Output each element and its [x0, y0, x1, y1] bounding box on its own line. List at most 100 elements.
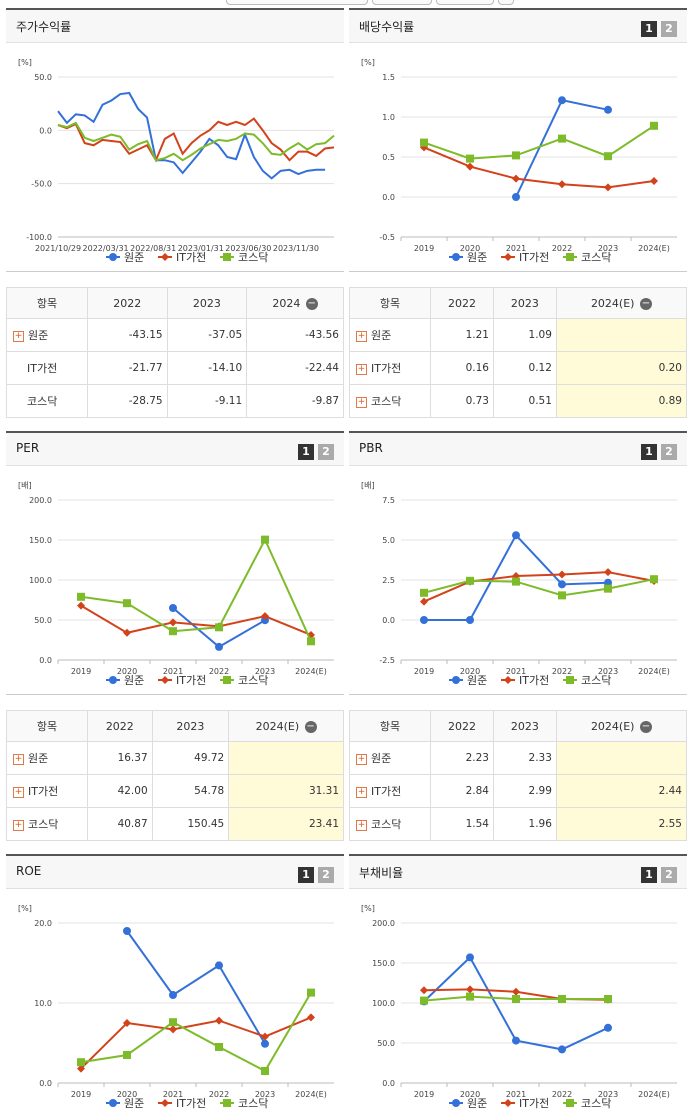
point — [77, 1064, 85, 1073]
expand-icon[interactable]: + — [13, 819, 24, 831]
legend-label: IT가전 — [176, 674, 206, 687]
point — [512, 193, 520, 201]
point — [420, 616, 428, 624]
series-line — [423, 146, 655, 189]
table-row: + 코스닥 40.87 150.45 23.41 — [6, 807, 344, 841]
tab-1[interactable]: 1 — [298, 444, 314, 460]
point — [604, 568, 612, 577]
cell: 16.37 — [87, 741, 153, 775]
chart-area: [배] 7.5 5.0 2.5 0.0 -2.5 2019 2020 2021 2022 2023 2… — [349, 466, 687, 695]
expand-icon[interactable]: + — [356, 819, 367, 831]
x-tick-label: 2020 — [460, 244, 480, 253]
point — [604, 1023, 612, 1032]
y-tick-label: 0.0 — [382, 1079, 395, 1088]
tab-2[interactable]: 2 — [661, 21, 677, 37]
point — [512, 995, 520, 1003]
point — [466, 953, 474, 962]
legend-label: 원준 — [467, 251, 487, 264]
tab-2[interactable]: 2 — [318, 444, 334, 460]
point — [604, 152, 612, 161]
row-label-text: IT가전 — [371, 785, 402, 798]
collapse-icon[interactable]: − — [305, 297, 318, 310]
tab-1[interactable]: 1 — [641, 867, 657, 883]
collapse-icon[interactable]: − — [639, 297, 652, 310]
table-per-panel: 항목 2022 2023 2024(E) − + 원준 16.37 49.72 +… — [6, 710, 344, 841]
cell: -21.77 — [87, 351, 168, 385]
tab-2[interactable]: 2 — [318, 867, 334, 883]
legend-label: IT가전 — [519, 674, 549, 687]
x-tick-label: 2022/08/31 — [130, 244, 176, 253]
tab-1[interactable]: 1 — [298, 867, 314, 883]
row-label-text: 원준 — [28, 752, 49, 765]
tab-2[interactable]: 2 — [661, 444, 677, 460]
expand-icon[interactable]: + — [356, 363, 367, 375]
y-tick-label: -0.5 — [379, 233, 395, 242]
y-tick-label: 50.0 — [34, 616, 52, 625]
x-tick-label: 2022 — [552, 244, 572, 253]
point — [169, 991, 177, 999]
x-tick-label: 2023 — [598, 1090, 618, 1099]
row-label: + IT가전 — [349, 351, 431, 385]
y-unit-label: [배] — [361, 481, 375, 490]
y-tick-label: 0.0 — [382, 616, 395, 625]
collapse-icon[interactable]: − — [639, 720, 652, 733]
cell: -28.75 — [87, 384, 168, 418]
x-tick-label: 2022 — [209, 1090, 229, 1099]
row-label: + 코스닥 — [349, 807, 431, 841]
point — [466, 616, 474, 624]
cell: 2.33 — [492, 741, 557, 775]
top-button-2[interactable] — [372, 0, 432, 5]
y-tick-label: 200.0 — [29, 496, 52, 505]
y-tick-label: -50.0 — [31, 180, 52, 189]
col-header: 2024(E) − — [555, 287, 688, 319]
expand-icon[interactable]: + — [356, 753, 367, 765]
expand-icon[interactable]: + — [13, 330, 24, 342]
top-button-4[interactable] — [498, 0, 514, 5]
expand-icon[interactable]: + — [356, 330, 367, 342]
x-tick-label: 2022 — [552, 667, 572, 676]
collapse-icon[interactable]: − — [304, 720, 317, 733]
point — [604, 584, 612, 593]
top-button-1[interactable] — [226, 0, 368, 5]
y-tick-label: 50.0 — [377, 1039, 395, 1048]
expand-icon[interactable]: + — [13, 753, 24, 765]
point — [223, 676, 231, 684]
col-header: 2024(E) − — [228, 710, 344, 742]
tab-2[interactable]: 2 — [661, 867, 677, 883]
point — [558, 570, 566, 579]
x-tick-label: 2019 — [71, 1090, 91, 1099]
point — [420, 143, 428, 152]
cell: 42.00 — [87, 774, 153, 808]
point — [452, 253, 460, 261]
row-label: IT가전 — [6, 351, 88, 385]
legend-label: 원준 — [467, 1097, 487, 1110]
row-label-text: 코스닥 — [371, 818, 402, 831]
cell: 2.55 — [555, 807, 688, 841]
tab-1[interactable]: 1 — [641, 444, 657, 460]
expand-icon[interactable]: + — [13, 786, 24, 798]
series-line — [57, 117, 335, 163]
x-tick-label: 2023 — [255, 667, 275, 676]
table-pbr-panel: 항목 2022 2023 2024(E) − + 원준 2.23 2.33 + IT… — [349, 710, 688, 841]
panel-title: PER — [16, 441, 40, 455]
chart-pbr: [배] 7.5 5.0 2.5 0.0 -2.5 2019 2020 2021 2022 2023 2… — [361, 481, 677, 687]
y-tick-label: 1.5 — [382, 73, 395, 82]
y-tick-label: 100.0 — [29, 576, 52, 585]
cell: 1.21 — [430, 318, 494, 352]
table-pbr: 항목 2022 2023 2024(E) − + 원준 2.23 2.33 + IT… — [349, 710, 688, 841]
point — [466, 154, 474, 163]
x-tick-label: 2023 — [598, 244, 618, 253]
expand-icon[interactable]: + — [356, 786, 367, 798]
col-header-item: 항목 — [349, 710, 431, 742]
col-header: 2024 − — [246, 287, 344, 319]
legend-label: IT가전 — [519, 251, 549, 264]
expand-icon[interactable]: + — [356, 396, 367, 408]
top-button-3[interactable] — [436, 0, 494, 5]
table-dividend-yield: 항목 2022 2023 2024(E) − + 원준 1.21 1.09 + IT… — [349, 287, 688, 418]
tab-1[interactable]: 1 — [641, 21, 657, 37]
legend-label: 코스닥 — [581, 1097, 611, 1110]
y-tick-label: 7.5 — [382, 496, 395, 505]
